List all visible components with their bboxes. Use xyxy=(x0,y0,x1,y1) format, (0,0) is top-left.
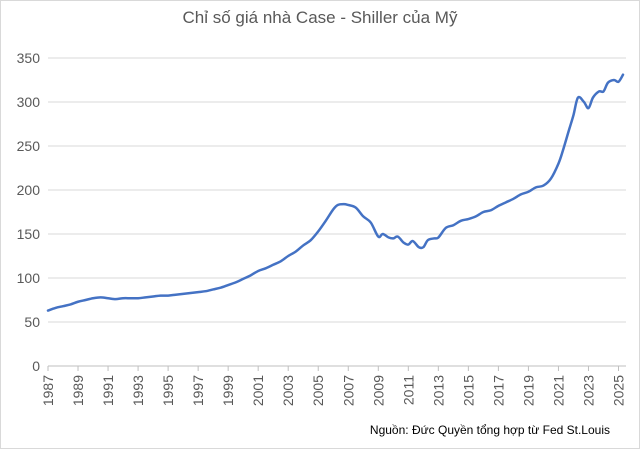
y-tick-label: 150 xyxy=(17,226,41,242)
x-tick-label: 1987 xyxy=(40,375,56,406)
x-tick-label: 1993 xyxy=(130,375,146,406)
y-tick-label: 350 xyxy=(17,50,41,66)
series-line-0 xyxy=(46,73,625,312)
plot-area xyxy=(46,73,625,312)
x-tick-label: 2019 xyxy=(520,375,536,406)
x-tick-label: 1995 xyxy=(160,375,176,406)
x-tick-label: 2017 xyxy=(490,375,506,406)
x-tick-label: 2023 xyxy=(580,375,596,406)
x-axis: 1987 1989 1991 1993 1995 1997 1999 2001 2003 2005… xyxy=(40,365,626,406)
x-tick-label: 2025 xyxy=(610,375,626,406)
y-tick-label: 200 xyxy=(17,182,41,198)
x-tick-label: 2007 xyxy=(340,375,356,406)
y-tick-label: 0 xyxy=(32,358,40,374)
x-tick-label: 2005 xyxy=(310,375,326,406)
x-tick-label: 2013 xyxy=(430,375,446,406)
x-tick-label: 1989 xyxy=(70,375,86,406)
y-tick-label: 300 xyxy=(17,94,41,110)
x-tick-label: 1997 xyxy=(190,375,206,406)
x-tick-label: 2009 xyxy=(370,375,386,406)
x-tick-label: 1999 xyxy=(220,375,236,406)
x-tick-label: 1991 xyxy=(100,375,116,406)
x-tick-label: 2021 xyxy=(550,375,566,406)
source-note: Nguồn: Đức Quyền tổng hợp từ Fed St.Loui… xyxy=(369,423,610,437)
y-tick-label: 100 xyxy=(17,270,41,286)
y-tick-label: 50 xyxy=(24,314,40,330)
y-tick-label: 250 xyxy=(17,138,41,154)
x-tick-label: 2011 xyxy=(400,375,416,405)
y-axis: 0 50 100 150 200 250 300 350 xyxy=(17,50,41,374)
gridlines xyxy=(48,57,626,323)
chart-title: Chỉ số giá nhà Case - Shiller của Mỹ xyxy=(182,8,458,27)
x-tick-label: 2003 xyxy=(280,375,296,406)
x-tick-label: 2001 xyxy=(250,375,266,406)
x-tick-label: 2015 xyxy=(460,375,476,406)
